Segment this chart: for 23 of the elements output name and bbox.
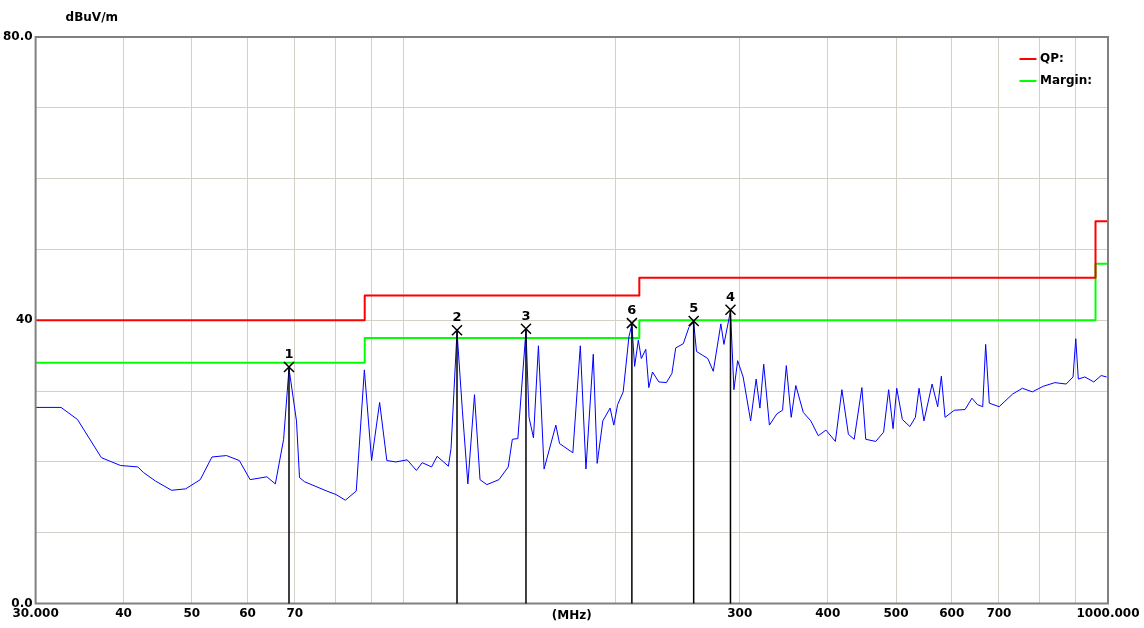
x-tick-label: 300 bbox=[727, 605, 753, 620]
x-tick-label: 40 bbox=[115, 605, 132, 620]
x-tick-label: 50 bbox=[183, 605, 201, 620]
legend-label: Margin: bbox=[1040, 73, 1093, 88]
x-tick-label: 70 bbox=[286, 605, 304, 620]
x-tick-label: 30.000 bbox=[12, 605, 59, 620]
annotation: 6 bbox=[627, 302, 637, 318]
y-axis-title: dBuV/m bbox=[65, 10, 119, 24]
annotation: 5 bbox=[689, 299, 699, 315]
annotation: 2 bbox=[452, 309, 462, 325]
x-tick-label: 700 bbox=[986, 605, 1012, 620]
annotation: 1 bbox=[284, 345, 294, 361]
x-tick-label: 400 bbox=[815, 605, 841, 620]
x-tick-label: 600 bbox=[939, 605, 965, 620]
y-tick-label: 40 bbox=[15, 312, 33, 327]
x-axis-title: (MHz) bbox=[551, 607, 592, 622]
legend-label: QP: bbox=[1040, 51, 1064, 66]
x-tick-label: 500 bbox=[883, 605, 909, 620]
y-tick-label: 80.0 bbox=[3, 29, 33, 44]
annotation: 4 bbox=[725, 288, 735, 304]
annotation: 3 bbox=[521, 307, 531, 323]
x-tick-label: 60 bbox=[239, 605, 256, 620]
x-tick-label: 1000.000 bbox=[1076, 605, 1140, 620]
